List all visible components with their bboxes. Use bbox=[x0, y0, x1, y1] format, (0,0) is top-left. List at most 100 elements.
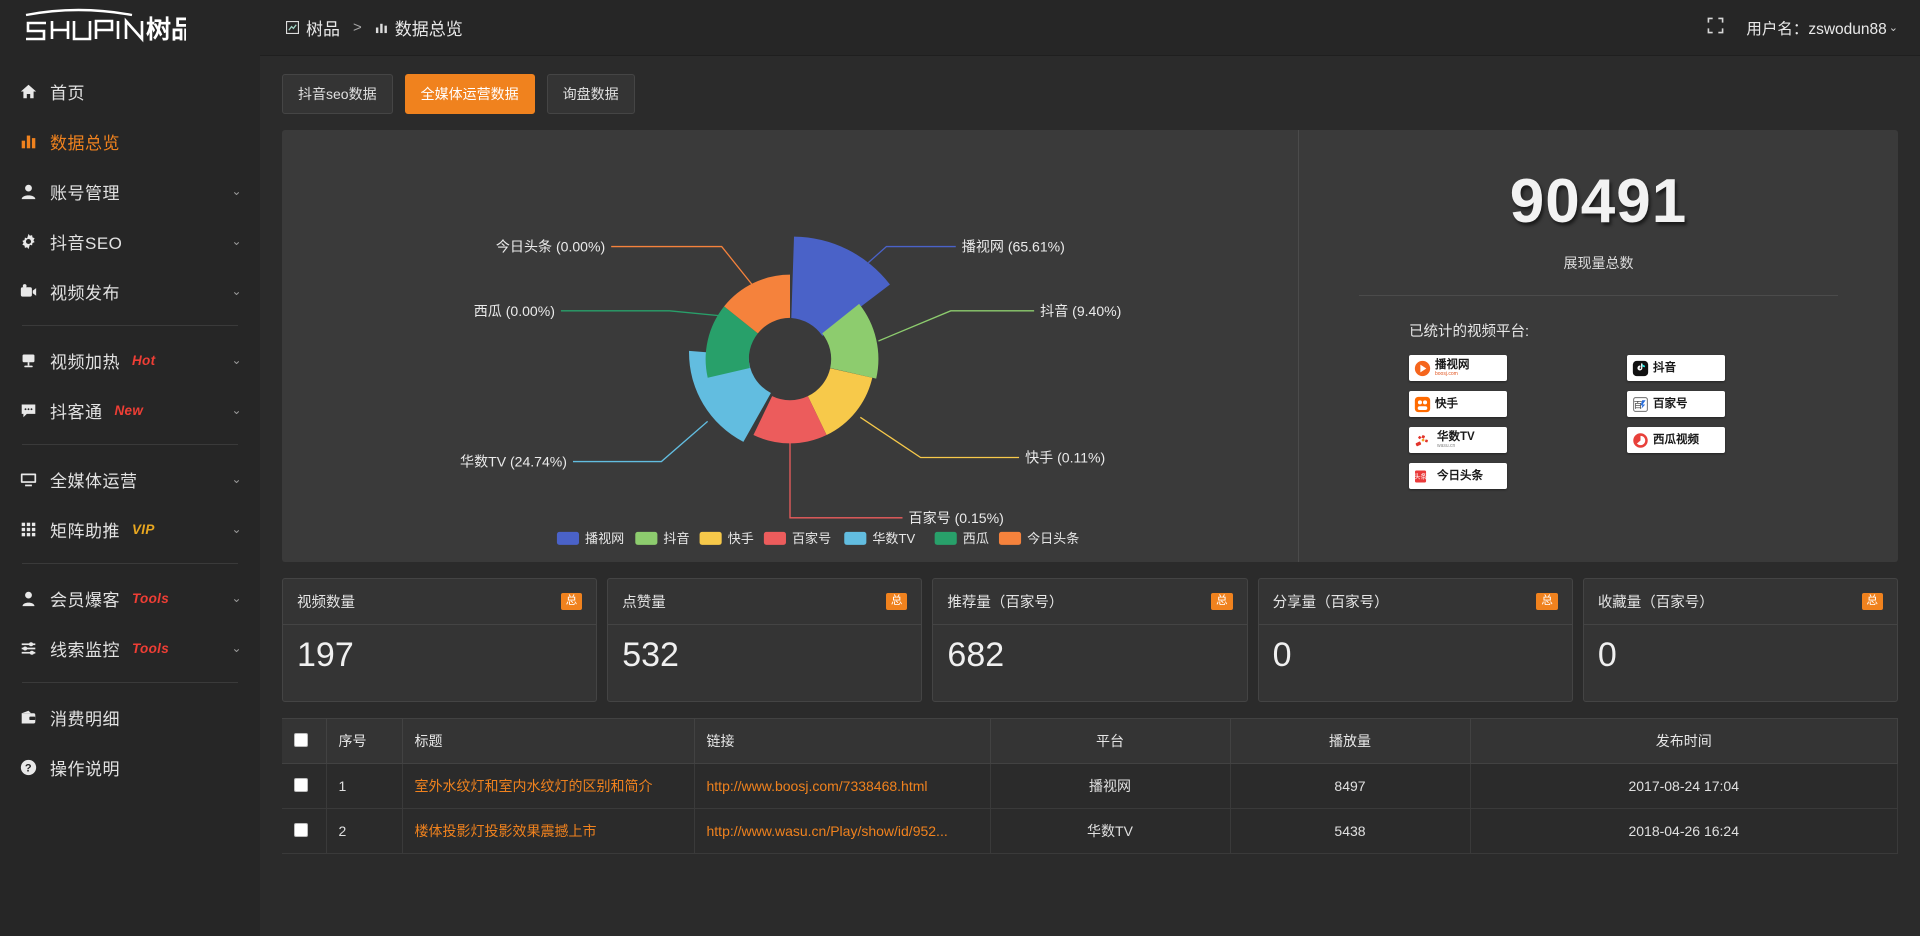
breadcrumb-root[interactable]: 树品 bbox=[286, 15, 340, 40]
chevron-down-icon[interactable]: ⌄ bbox=[231, 641, 242, 655]
row-checkbox[interactable] bbox=[294, 777, 308, 792]
breadcrumb-root-label: 树品 bbox=[306, 20, 340, 39]
legend-item-douyin[interactable]: 抖音 bbox=[635, 531, 690, 546]
row-link[interactable]: http://www.wasu.cn/Play/show/id/952... bbox=[694, 808, 991, 854]
sidebar-item-data-overview[interactable]: 数据总览 bbox=[0, 116, 260, 166]
sidebar-item-account-mgmt[interactable]: 账号管理 ⌄ bbox=[0, 166, 260, 216]
sidebar-item-douyin-seo[interactable]: 抖音SEO ⌄ bbox=[0, 216, 260, 266]
tab-douyin-seo-data[interactable]: 抖音seo数据 bbox=[282, 74, 393, 114]
kuaishou-logo-icon bbox=[1414, 396, 1431, 413]
chart-bar-small-icon bbox=[375, 21, 388, 34]
sidebar-item-video-publish[interactable]: 视频发布 ⌄ bbox=[0, 266, 260, 316]
chevron-down-icon[interactable]: ⌄ bbox=[231, 184, 242, 198]
pie-slice-baijiahao bbox=[753, 396, 827, 444]
chevron-down-icon[interactable]: ⌄ bbox=[231, 522, 242, 536]
huashutv-logo-icon bbox=[1414, 432, 1433, 449]
question-circle-icon: ? bbox=[20, 759, 46, 776]
col-select-all bbox=[282, 718, 327, 764]
chevron-down-icon[interactable]: ⌄ bbox=[231, 234, 242, 248]
total-impressions-label: 展现量总数 bbox=[1563, 255, 1634, 272]
stat-card-value: 197 bbox=[297, 636, 354, 674]
sidebar-item-omnimedia-ops[interactable]: 全媒体运营 ⌄ bbox=[0, 454, 260, 504]
row-checkbox[interactable] bbox=[294, 822, 308, 837]
table-header-row: 序号 标题 链接 平台 播放量 发布时间 bbox=[282, 718, 1898, 764]
row-title[interactable]: 室外水纹灯和室内水纹灯的区别和简介 bbox=[402, 763, 695, 809]
platform-badge-xigua[interactable]: 西瓜视频 bbox=[1627, 427, 1725, 454]
sidebar-item-help[interactable]: ? 操作说明 bbox=[0, 742, 260, 792]
video-table-body: 1 室外水纹灯和室内水纹灯的区别和简介 http://www.boosj.com… bbox=[282, 763, 1898, 854]
sidebar-divider bbox=[22, 563, 238, 564]
sidebar-item-label: 首页 bbox=[50, 83, 85, 103]
chevron-down-icon[interactable]: ⌄ bbox=[231, 403, 242, 417]
svg-text:头条: 头条 bbox=[1414, 472, 1427, 481]
platform-badge-toutiao[interactable]: 头条 今日头条 bbox=[1409, 463, 1507, 490]
user-solid-icon bbox=[20, 590, 46, 607]
user-menu[interactable]: 用户名：zswodun88 ⌄ bbox=[1746, 17, 1898, 39]
legend-item-baijiahao[interactable]: 百家号 bbox=[763, 531, 831, 546]
row-index: 2 bbox=[326, 808, 403, 854]
legend-item-xigua[interactable]: 西瓜 bbox=[934, 531, 989, 546]
chevron-down-icon[interactable]: ⌄ bbox=[231, 284, 242, 298]
xigua-logo-icon bbox=[1632, 432, 1649, 449]
table-row[interactable]: 2 楼体投影灯投影效果震撼上市 http://www.wasu.cn/Play/… bbox=[282, 808, 1898, 854]
topbar-right: 用户名：zswodun88 ⌄ bbox=[1707, 17, 1898, 39]
gear-icon bbox=[20, 233, 46, 250]
main-area: 树品 > 数据总览 用户名：zswodun88 ⌄ bbox=[260, 0, 1920, 936]
platform-badge-boosj[interactable]: 播视网 boosj.com bbox=[1409, 355, 1507, 382]
chevron-down-icon[interactable]: ⌄ bbox=[231, 591, 242, 605]
col-plays: 播放量 bbox=[1230, 718, 1471, 764]
platform-badge-baijiahao[interactable]: 百 百家号 bbox=[1627, 391, 1725, 418]
tab-omnimedia-ops-data[interactable]: 全媒体运营数据 bbox=[404, 74, 535, 114]
col-index: 序号 bbox=[326, 718, 403, 764]
platform-badge-douyin[interactable]: 抖音 bbox=[1627, 355, 1725, 382]
chart-legend: 播视网 抖音 快手 百 bbox=[556, 531, 1079, 546]
sidebar-item-label: 抖客通 bbox=[50, 402, 103, 422]
sidebar-item-douketong[interactable]: 抖客通 New ⌄ bbox=[0, 385, 260, 435]
legend-item-boosj[interactable]: 播视网 bbox=[556, 531, 624, 546]
pie-slice-xigua bbox=[705, 306, 758, 378]
video-table: 序号 标题 链接 平台 播放量 发布时间 bbox=[282, 718, 1898, 854]
sidebar-item-matrix-boost[interactable]: 矩阵助推 VIP ⌄ bbox=[0, 504, 260, 554]
brand-logo[interactable]: 树品 bbox=[0, 0, 260, 56]
pie-slice-douyin bbox=[822, 303, 879, 379]
sidebar-item-home[interactable]: 首页 bbox=[0, 66, 260, 116]
row-title[interactable]: 楼体投影灯投影效果震撼上市 bbox=[402, 808, 695, 854]
platform-badge-label: 抖音 bbox=[1653, 361, 1676, 374]
row-plays: 5438 bbox=[1230, 808, 1471, 854]
legend-label: 华数TV bbox=[872, 531, 915, 546]
pie-label-baijiahao: 百家号 (0.15%) bbox=[909, 510, 1004, 526]
sidebar-item-member-leads[interactable]: 会员爆客 Tools ⌄ bbox=[0, 573, 260, 623]
sidebar-item-video-boost[interactable]: 视频加热 Hot ⌄ bbox=[0, 335, 260, 385]
chevron-down-icon[interactable]: ⌄ bbox=[231, 472, 242, 486]
sidebar-item-label: 全媒体运营 bbox=[50, 471, 138, 491]
tab-inquiry-data[interactable]: 询盘数据 bbox=[546, 74, 635, 114]
legend-item-toutiao[interactable]: 今日头条 bbox=[998, 531, 1079, 546]
toutiao-logo-icon: 头条 bbox=[1414, 468, 1433, 485]
monitor-icon bbox=[20, 471, 46, 488]
summary-column: 90491 展现量总数 已统计的视频平台: 播视网 bbox=[1298, 130, 1898, 562]
stat-card-header: 分享量（百家号） 总 bbox=[1258, 579, 1572, 625]
platform-badge-huashutv[interactable]: 华数TV wasu.cn bbox=[1409, 427, 1507, 454]
sidebar-item-tag: VIP bbox=[132, 521, 155, 537]
row-link[interactable]: http://www.boosj.com/7338468.html bbox=[694, 763, 991, 809]
platform-badge-kuaishou[interactable]: 快手 bbox=[1409, 391, 1507, 418]
pie-label-douyin: 抖音 (9.40%) bbox=[1040, 303, 1121, 319]
user-icon bbox=[20, 183, 46, 200]
fullscreen-icon[interactable] bbox=[1707, 17, 1724, 39]
sidebar-item-label: 账号管理 bbox=[50, 183, 120, 203]
platform-badge-column-2: 抖音 百 百家号 bbox=[1627, 355, 1725, 489]
table-row[interactable]: 1 室外水纹灯和室内水纹灯的区别和简介 http://www.boosj.com… bbox=[282, 763, 1898, 809]
legend-item-huashutv[interactable]: 华数TV bbox=[844, 531, 915, 546]
chevron-down-icon[interactable]: ⌄ bbox=[231, 353, 242, 367]
select-all-checkbox[interactable] bbox=[294, 732, 308, 747]
legend-item-kuaishou[interactable]: 快手 bbox=[699, 531, 754, 546]
platform-share-chart[interactable]: 播视网 (65.61%) 抖音 (9.40%) 快手 (0.11%) 百家号 (… bbox=[282, 130, 1298, 562]
sidebar-item-lead-monitor[interactable]: 线索监控 Tools ⌄ bbox=[0, 623, 260, 673]
legend-label: 抖音 bbox=[663, 531, 689, 546]
sidebar-item-billing[interactable]: 消费明细 bbox=[0, 692, 260, 742]
sidebar-item-label: 矩阵助推 bbox=[50, 521, 120, 541]
stat-card-title: 视频数量 bbox=[297, 595, 355, 611]
summary-divider bbox=[1359, 295, 1838, 297]
breadcrumb-current: 数据总览 bbox=[375, 15, 463, 40]
rocket-icon bbox=[20, 352, 46, 369]
